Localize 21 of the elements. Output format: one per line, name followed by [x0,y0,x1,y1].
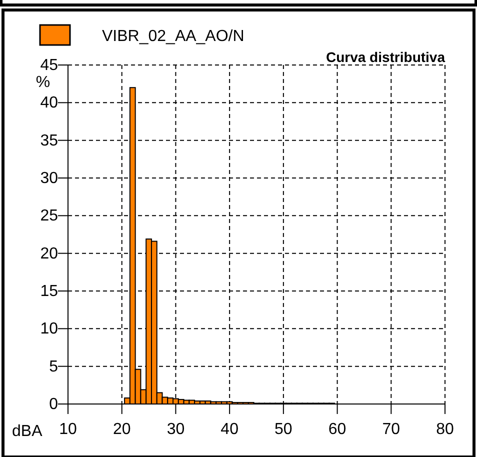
x-tick-label: 80 [436,421,454,438]
x-tick-label: 60 [328,421,346,438]
y-axis-title: % [36,74,50,91]
chart-title: Curva distributiva [326,49,446,65]
y-tick-label: 0 [49,396,58,413]
x-tick-label: 30 [166,421,185,438]
y-tick-label: 20 [40,245,58,262]
y-tick-label: 30 [40,170,58,187]
x-tick-label: 70 [382,421,400,438]
x-tick-label: 50 [274,421,292,438]
y-tick-label: 45 [40,57,58,74]
x-tick-label: 20 [112,421,131,438]
y-tick-label: 5 [49,358,58,376]
y-tick-label: 40 [40,94,58,112]
y-tick-label: 15 [40,283,58,300]
y-tick-label: 35 [40,132,58,150]
x-axis-title: dBA [12,423,43,440]
y-tick-label: 10 [40,320,58,338]
y-tick-label: 25 [40,208,58,225]
x-tick-label: 40 [220,421,239,438]
legend-label: VIBR_02_AA_AO/N [102,28,244,45]
